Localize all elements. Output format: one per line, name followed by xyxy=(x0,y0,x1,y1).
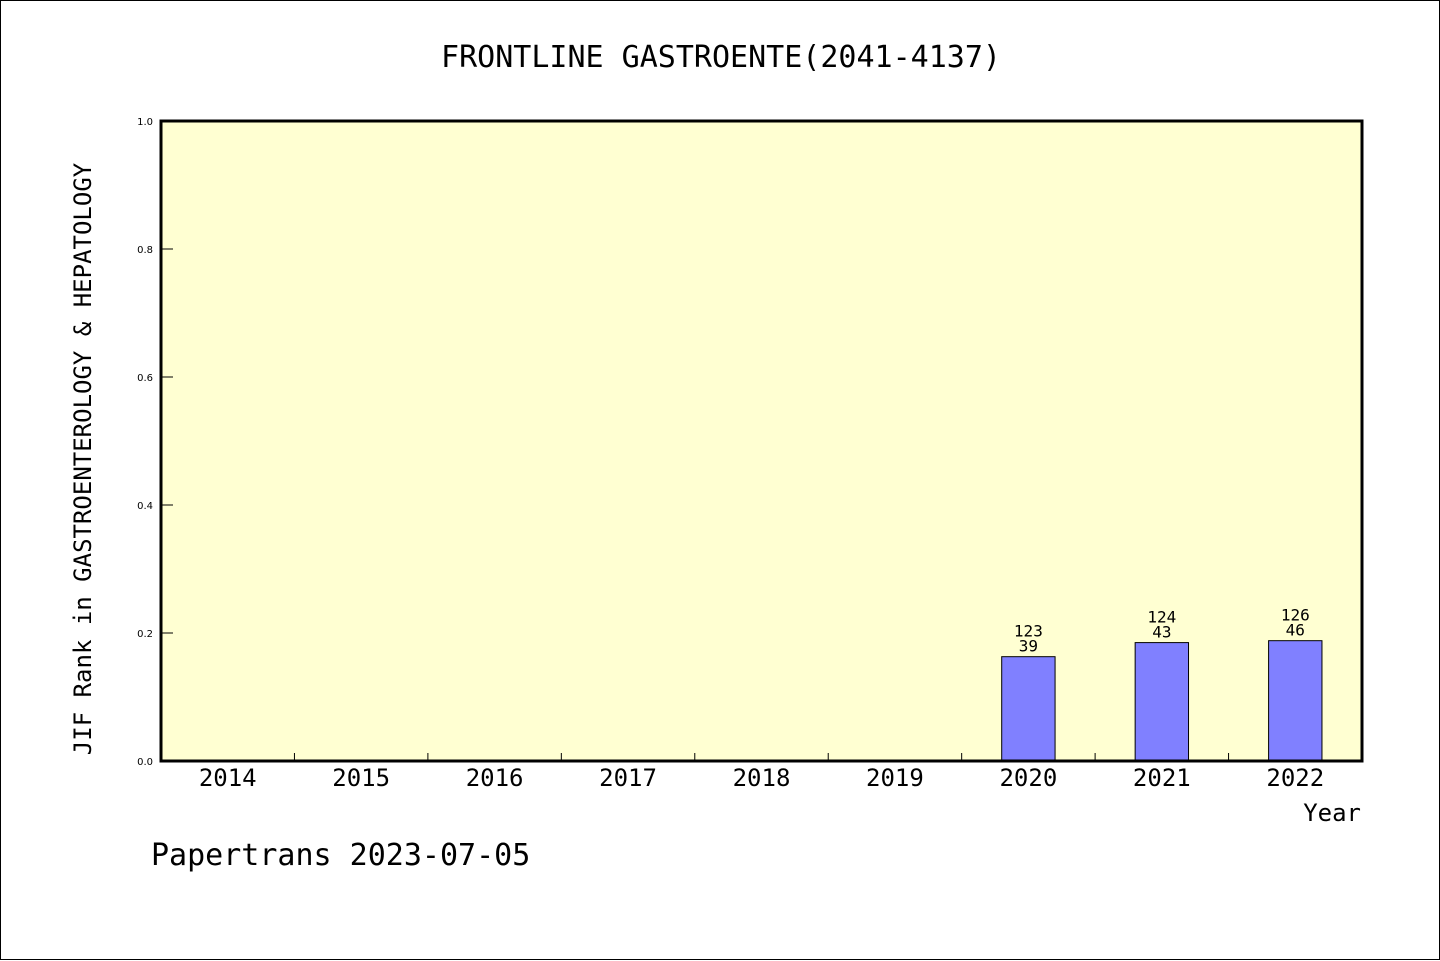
bar-2022 xyxy=(1268,640,1323,762)
bar-label-total: 123 xyxy=(1014,622,1043,641)
x-tick-label: 2019 xyxy=(866,764,924,792)
bar-2021 xyxy=(1134,642,1190,762)
x-tick-label: 2016 xyxy=(466,764,524,792)
y-axis-label: JIF Rank in GASTROENTEROLOGY & HEPATOLOG… xyxy=(69,162,97,755)
bar-label-total: 126 xyxy=(1281,606,1310,625)
bar-label-rank: 43 xyxy=(1152,623,1171,642)
bars-layer xyxy=(1001,640,1323,762)
x-tick-label: 2022 xyxy=(1266,764,1324,792)
x-tick-label: 2015 xyxy=(332,764,390,792)
footer-credit: Papertrans 2023-07-05 xyxy=(151,838,530,873)
plot-border xyxy=(159,119,1364,763)
x-tick-label: 2017 xyxy=(599,764,657,792)
bar-2020 xyxy=(1001,656,1056,762)
x-tick-label: 2021 xyxy=(1133,764,1191,792)
y-tick-label: 0.6 xyxy=(137,373,153,384)
x-tick-label: 2020 xyxy=(999,764,1057,792)
bar-label-rank: 46 xyxy=(1286,621,1305,640)
x-tick-label: 2014 xyxy=(199,764,257,792)
bar-label-rank: 39 xyxy=(1019,637,1038,656)
y-tick-label: 0.4 xyxy=(137,501,153,512)
bar-label-total: 124 xyxy=(1147,608,1176,627)
y-tick-label: 1.0 xyxy=(137,117,153,128)
y-tick-label: 0.8 xyxy=(137,245,153,256)
chart-title: FRONTLINE GASTROENTE(2041-4137) xyxy=(441,40,1001,75)
y-tick-label: 0.0 xyxy=(137,757,153,768)
x-axis-label: Year xyxy=(1303,799,1361,827)
y-tick-label: 0.2 xyxy=(137,629,153,640)
x-tick-label: 2018 xyxy=(733,764,791,792)
